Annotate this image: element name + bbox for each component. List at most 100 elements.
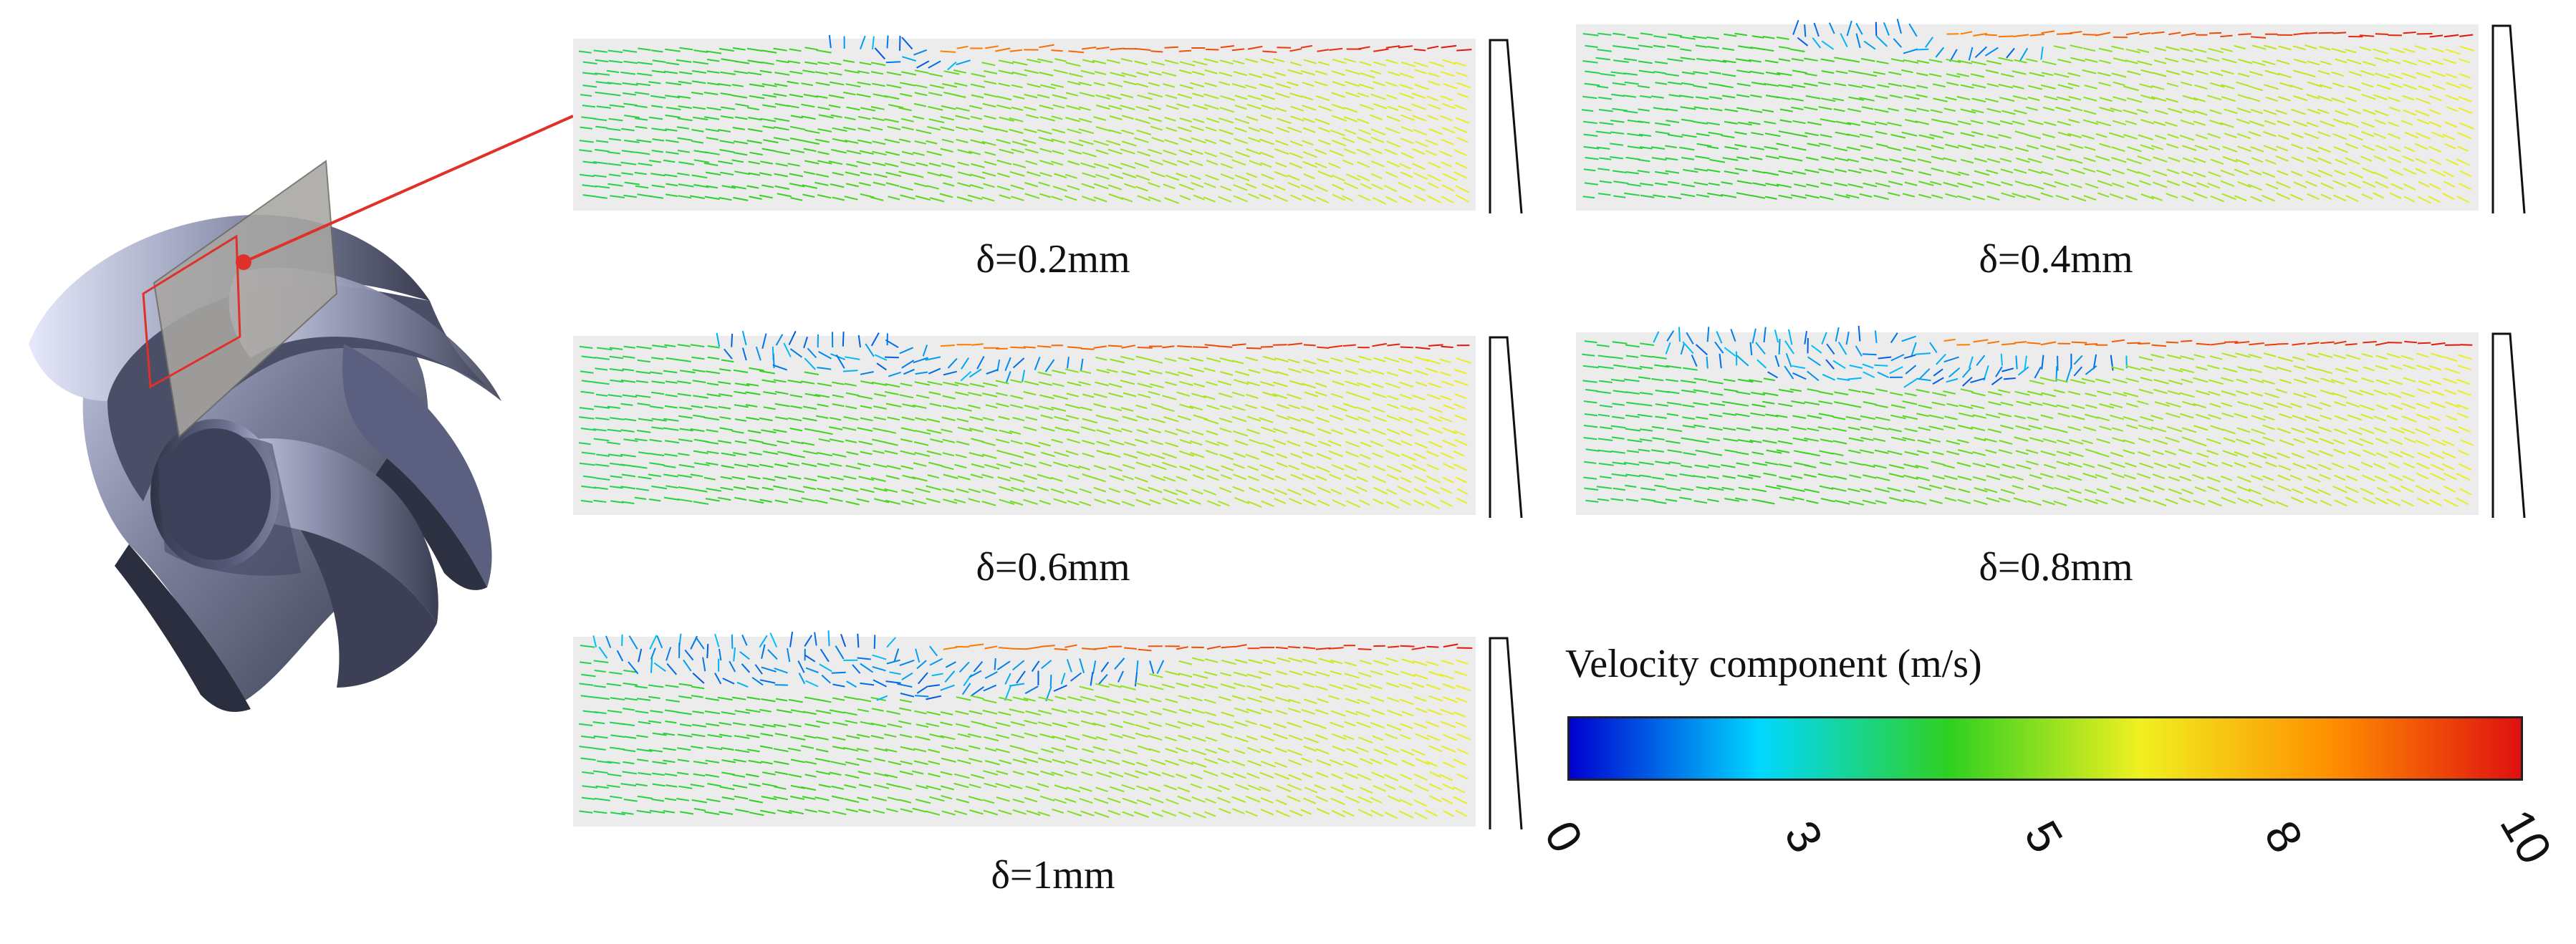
velocity-vector	[817, 128, 832, 133]
velocity-vector	[754, 664, 763, 675]
velocity-vector	[623, 682, 638, 686]
velocity-vector	[1011, 140, 1027, 147]
velocity-vector	[1874, 121, 1888, 126]
velocity-vector	[638, 451, 650, 455]
velocity-vector	[2446, 82, 2461, 89]
velocity-vector	[1971, 426, 1986, 431]
velocity-vector	[1804, 72, 1817, 77]
velocity-vector	[1440, 499, 1453, 508]
velocity-vector	[732, 722, 746, 726]
velocity-vector	[678, 438, 693, 443]
velocity-vector	[1862, 363, 1874, 369]
velocity-vector	[582, 475, 596, 478]
velocity-vector	[1024, 128, 1037, 133]
velocity-vector	[607, 394, 623, 398]
velocity-vector	[1943, 464, 1955, 469]
velocity-vector	[1789, 388, 1802, 392]
velocity-vector	[1441, 184, 1455, 192]
velocity-vector	[2181, 436, 2195, 443]
velocity-vector	[1959, 404, 1974, 410]
velocity-vector	[759, 679, 776, 684]
velocity-vector	[679, 47, 693, 51]
velocity-vector	[1414, 811, 1428, 819]
velocity-vector	[2040, 450, 2056, 456]
velocity-vector	[1053, 498, 1067, 504]
velocity-vector	[2428, 365, 2442, 371]
velocity-vector	[2221, 57, 2237, 64]
velocity-vector	[759, 499, 772, 503]
velocity-vector	[2373, 155, 2386, 162]
velocity-vector	[1179, 403, 1194, 410]
velocity-vector	[731, 696, 746, 700]
velocity-vector	[1943, 485, 1956, 491]
velocity-vector	[2458, 96, 2472, 102]
velocity-vector	[1413, 696, 1427, 702]
velocity-vector	[926, 185, 939, 190]
velocity-vector	[1123, 721, 1135, 726]
velocity-vector	[1275, 696, 1291, 703]
velocity-vector	[2403, 183, 2416, 191]
velocity-vector	[2138, 388, 2153, 395]
velocity-vector	[1189, 440, 1203, 446]
velocity-vector	[1217, 380, 1232, 386]
velocity-vector	[1261, 104, 1277, 111]
velocity-vector	[665, 684, 679, 688]
velocity-vector	[2095, 32, 2111, 37]
velocity-vector	[2028, 425, 2042, 430]
velocity-vector	[1179, 84, 1193, 90]
velocity-vector	[1777, 427, 1789, 431]
velocity-vector	[2221, 412, 2234, 418]
velocity-vector	[1714, 341, 1724, 354]
velocity-vector	[704, 811, 720, 816]
velocity-vector	[2444, 389, 2457, 395]
velocity-vector	[1164, 430, 1178, 435]
velocity-vector	[1696, 416, 1708, 420]
velocity-vector	[2085, 183, 2099, 189]
velocity-vector	[1082, 734, 1097, 740]
velocity-vector	[607, 773, 622, 777]
velocity-vector	[940, 126, 955, 132]
velocity-vector	[1049, 674, 1052, 688]
velocity-vector	[1944, 415, 1958, 420]
velocity-vector	[1300, 809, 1312, 815]
velocity-vector	[1346, 748, 1359, 754]
velocity-vector	[1428, 440, 1443, 448]
velocity-vector	[2113, 81, 2125, 87]
velocity-vector	[1248, 486, 1260, 493]
velocity-vector	[1765, 71, 1781, 76]
velocity-vector	[2054, 486, 2070, 493]
velocity-vector	[1833, 147, 1848, 152]
velocity-vector	[2446, 73, 2458, 79]
velocity-vector	[1150, 418, 1166, 424]
velocity-vector	[1148, 92, 1163, 98]
velocity-vector	[2043, 425, 2055, 430]
velocity-vector	[2166, 46, 2180, 52]
velocity-vector	[1373, 81, 1386, 87]
velocity-vector	[1595, 130, 1612, 135]
velocity-vector	[774, 72, 790, 76]
velocity-vector	[1862, 72, 1878, 77]
velocity-vector	[2403, 462, 2416, 469]
velocity-vector	[1918, 180, 1934, 186]
velocity-vector	[1247, 475, 1259, 481]
velocity-vector	[651, 345, 668, 348]
velocity-vector	[2150, 96, 2167, 102]
velocity-vector	[676, 798, 690, 801]
velocity-vector	[1038, 696, 1054, 702]
velocity-vector	[1148, 148, 1163, 155]
velocity-vector	[1261, 94, 1275, 100]
velocity-vector	[1330, 710, 1346, 717]
velocity-vector	[733, 452, 747, 456]
velocity-vector	[1095, 149, 1109, 155]
velocity-vector	[1219, 95, 1236, 101]
velocity-vector	[1303, 173, 1315, 180]
velocity-vector	[1984, 97, 1999, 103]
velocity-vector	[1812, 37, 1822, 49]
velocity-vector	[1343, 107, 1358, 113]
velocity-vector	[1040, 645, 1055, 647]
velocity-vector	[1765, 155, 1779, 160]
velocity-vector	[751, 677, 764, 686]
velocity-vector	[1161, 771, 1175, 778]
velocity-vector	[1066, 415, 1080, 420]
velocity-vector	[1060, 673, 1066, 685]
